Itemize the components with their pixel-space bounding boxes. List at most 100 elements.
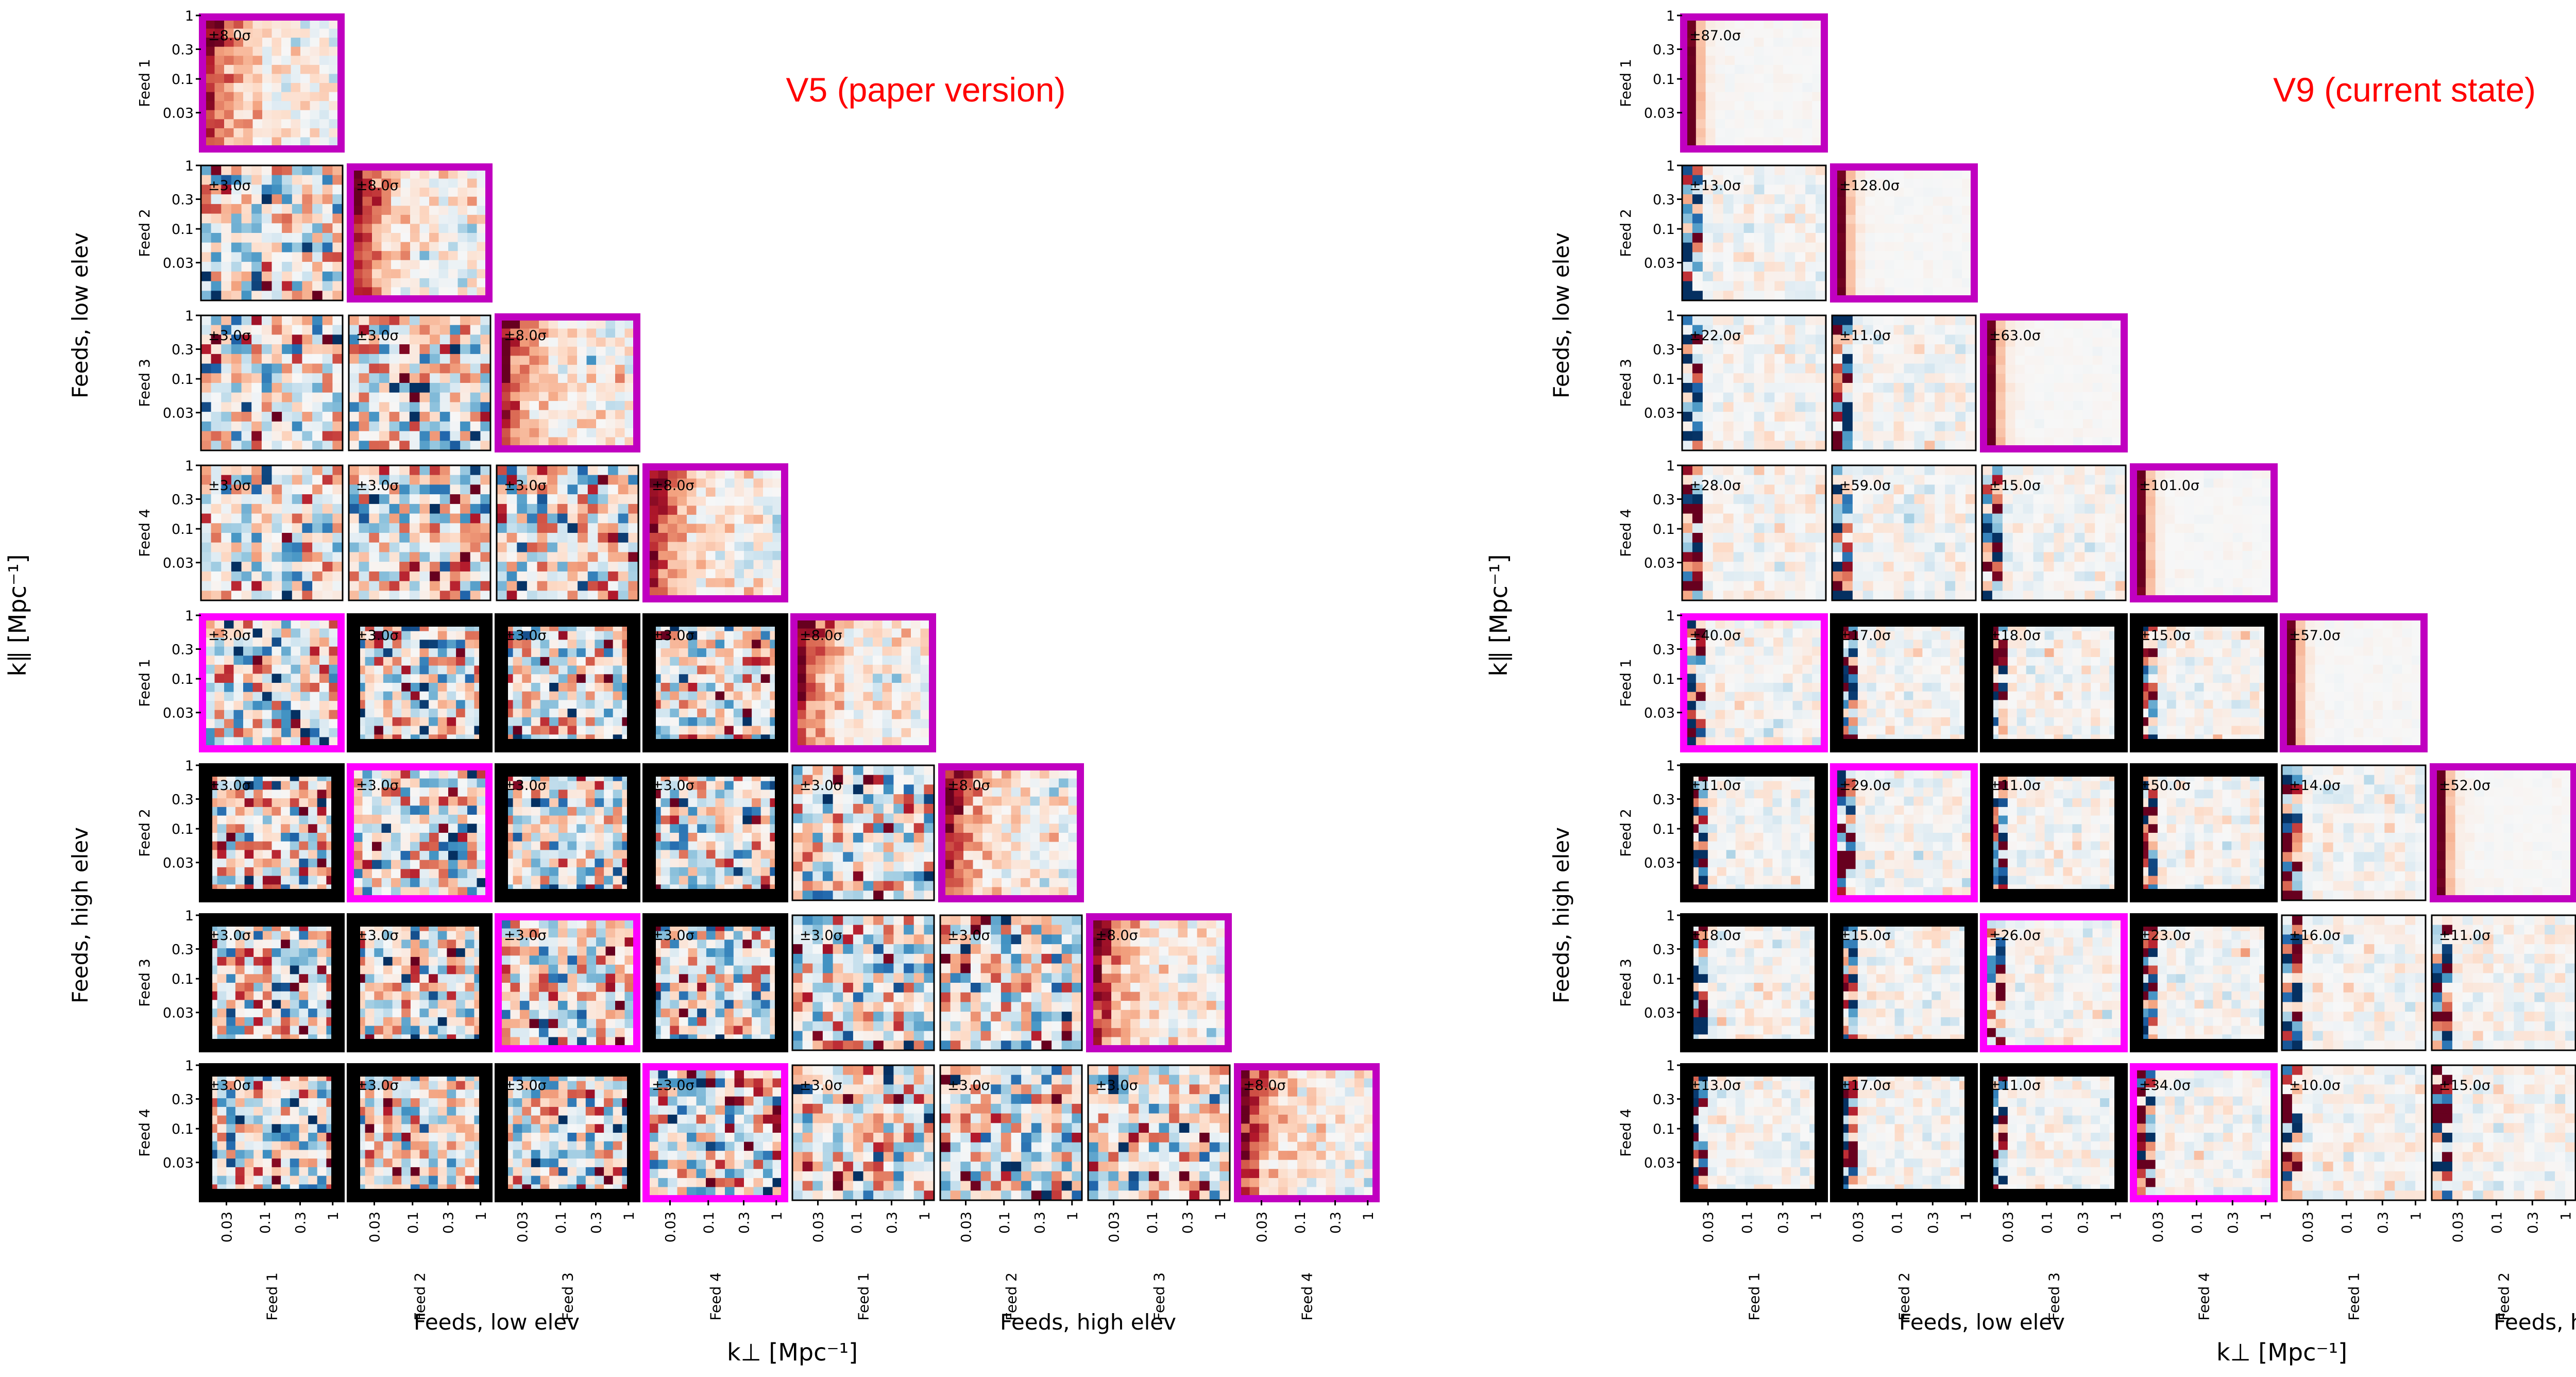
heatmap-cell [697, 631, 707, 640]
heatmap-cell [1049, 824, 1059, 833]
heatmap-cell [211, 165, 222, 176]
heatmap-cell [299, 1000, 309, 1009]
heatmap-cell [391, 269, 401, 279]
heatmap-cell [231, 571, 242, 582]
heatmap-cell [392, 991, 402, 1000]
heatmap-cell [450, 494, 461, 505]
heatmap-cell [429, 1026, 438, 1035]
heatmap-cell [802, 803, 813, 814]
heatmap-cell [715, 700, 725, 709]
heatmap-cell [567, 494, 578, 505]
heatmap-cell [963, 887, 974, 897]
heatmap-cell [548, 401, 558, 411]
heatmap-cell [598, 513, 608, 524]
heatmap-cell [312, 315, 323, 326]
heatmap-cell [456, 700, 466, 709]
heatmap-cell [510, 928, 520, 938]
heatmap-cell [241, 271, 252, 282]
heatmap-cell [670, 931, 680, 940]
heatmap-cell [272, 591, 282, 601]
heatmap-cell [262, 728, 273, 738]
heatmap-cell [252, 683, 263, 693]
heatmap-cell [596, 973, 606, 983]
heatmap-cell [319, 101, 330, 111]
heatmap-cell [322, 281, 333, 291]
subplot-frame-black [642, 763, 788, 902]
heatmap-cell [567, 640, 577, 649]
heatmap-cell [596, 946, 606, 956]
y-tick-label: 0.03 [163, 556, 194, 572]
heatmap-cell [243, 119, 253, 129]
heatmap-cell [381, 778, 392, 788]
heatmap-cell [332, 315, 343, 326]
heatmap-cell [299, 939, 309, 949]
heatmap-cell [733, 781, 743, 790]
heatmap-cell [577, 683, 586, 692]
heatmap-cell [430, 421, 440, 432]
heatmap-cell [224, 64, 234, 75]
heatmap-cell [243, 656, 253, 665]
heatmap-cell [586, 973, 597, 983]
heatmap-cell [465, 726, 474, 735]
heatmap-cell [540, 674, 550, 683]
heatmap-cell [517, 513, 528, 524]
heatmap-cell [742, 850, 752, 859]
heatmap-cell [725, 587, 735, 597]
heatmap-cell [226, 781, 236, 790]
heatmap-cell [816, 628, 826, 638]
heatmap-cell [312, 484, 323, 495]
heatmap-cell [211, 591, 222, 601]
heatmap-cell [715, 506, 725, 515]
heatmap-cell [796, 701, 807, 711]
heatmap-cell [281, 46, 292, 56]
heatmap-cell [1049, 805, 1059, 815]
heatmap-cell [613, 700, 622, 709]
heatmap-cell [383, 974, 393, 983]
heatmap-cell [595, 648, 604, 658]
heatmap-cell [863, 784, 874, 795]
heatmap-cell [624, 1010, 635, 1019]
heatmap-cell [329, 38, 339, 47]
heatmap-cell [308, 939, 318, 949]
heatmap-cell [272, 252, 282, 262]
heatmap-cell [585, 815, 595, 825]
heatmap-cell [456, 726, 466, 735]
heatmap-cell [724, 876, 734, 885]
heatmap-cell [233, 692, 244, 701]
heatmap-cell [235, 939, 245, 949]
heatmap-cell [586, 946, 597, 956]
heatmap-cell [1059, 824, 1069, 833]
heatmap-cell [567, 401, 578, 411]
heatmap-cell [577, 859, 586, 868]
heatmap-cell [349, 412, 360, 422]
heatmap-cell [429, 833, 439, 843]
heatmap-cell [322, 562, 333, 572]
heatmap-cell [235, 781, 245, 790]
heatmap-cell [429, 974, 438, 983]
heatmap-cell [733, 931, 743, 940]
heatmap-cell [409, 344, 420, 355]
heatmap-cell [211, 281, 222, 291]
heatmap-cell [365, 931, 375, 940]
heatmap-cell [670, 833, 680, 842]
heatmap-cell [211, 363, 222, 374]
heatmap-cell [429, 931, 438, 940]
heatmap-cell [261, 571, 273, 582]
heatmap-cell [679, 931, 689, 940]
heatmap-cell [688, 939, 698, 949]
heatmap-cell [241, 354, 252, 364]
heatmap-cell [272, 291, 282, 301]
heatmap-cell [400, 251, 411, 261]
heatmap-cell [697, 665, 707, 675]
heatmap-cell [628, 523, 639, 533]
heatmap-cell [567, 571, 578, 582]
heatmap-cell [400, 170, 411, 179]
heatmap-cell [480, 523, 491, 533]
heatmap-cell [374, 965, 384, 975]
heatmap-cell [392, 709, 402, 718]
heatmap-cell [982, 869, 993, 879]
heatmap-cell [281, 101, 292, 111]
heatmap-cell [410, 251, 420, 261]
heatmap-cell [744, 551, 754, 561]
heatmap-cell [244, 1000, 254, 1009]
